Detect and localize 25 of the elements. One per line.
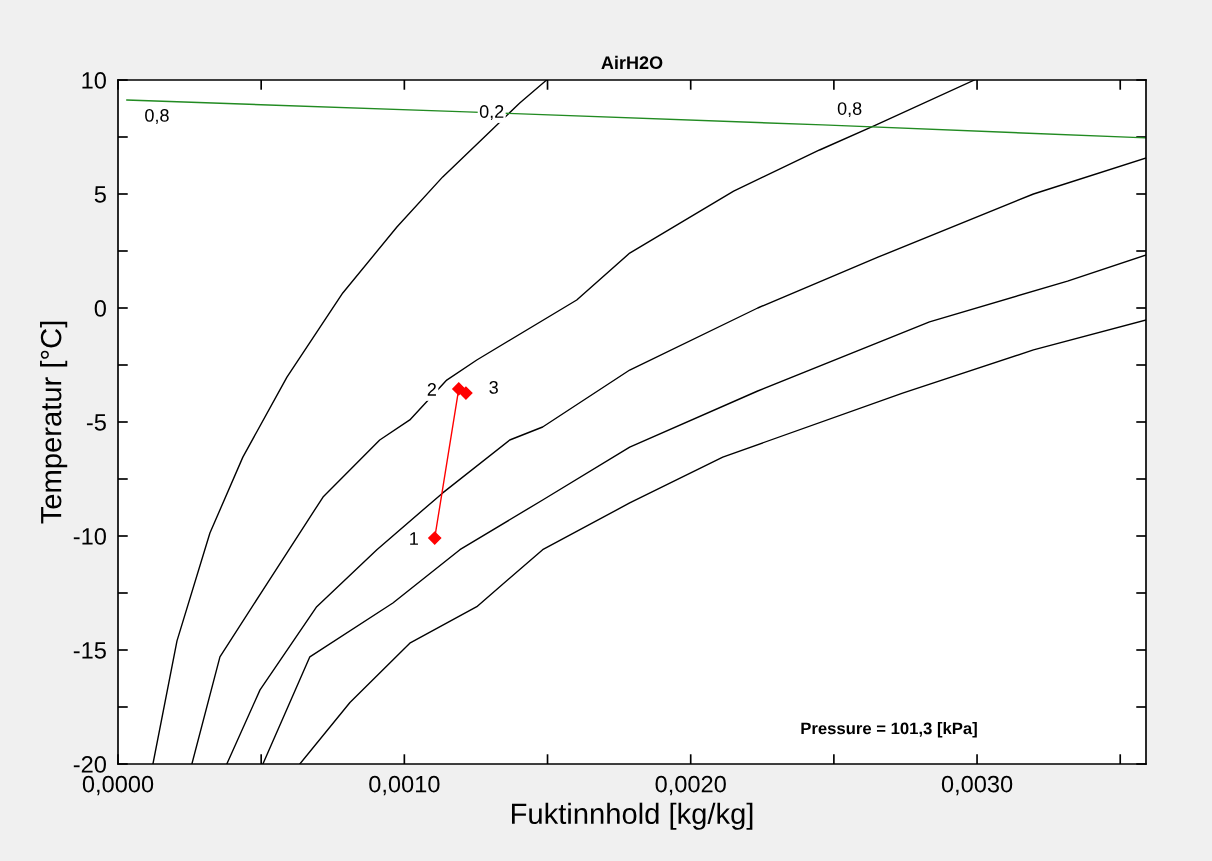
y-tick-label: -10 [73, 528, 106, 545]
line-series [126, 99, 1146, 139]
point [452, 382, 466, 396]
y-axis-title: Temperatur [°C] [40, 321, 68, 524]
y-tick-label: 5 [94, 186, 106, 203]
annotation: 3 [489, 381, 498, 394]
x-tick-label: 0,0000 [82, 775, 154, 796]
annotation: 0,8 [837, 102, 862, 118]
y-tick-label: -20 [73, 756, 106, 773]
point [428, 531, 442, 545]
annotation: 1 [410, 532, 418, 545]
x-tick-label: 0,0030 [941, 775, 1013, 796]
y-tick-label: 0 [94, 300, 106, 317]
chart-title: AirH2O [601, 55, 663, 70]
y-tick-label: -15 [73, 642, 106, 659]
y-tick-label: 10 [82, 72, 106, 89]
y-tick-label: -5 [86, 414, 106, 431]
x-tick-label: 0,0010 [369, 775, 440, 796]
annotation: 0,8 [145, 109, 169, 124]
point [459, 386, 473, 400]
annotation: 0,2 [479, 105, 504, 121]
annotation: Pressure = 101,3 [kPa] [801, 722, 977, 738]
x-tick-label: 0,0020 [655, 775, 726, 796]
x-axis-title: Fuktinnhold [kg/kg] [512, 802, 753, 830]
annotation: 2 [427, 383, 436, 396]
